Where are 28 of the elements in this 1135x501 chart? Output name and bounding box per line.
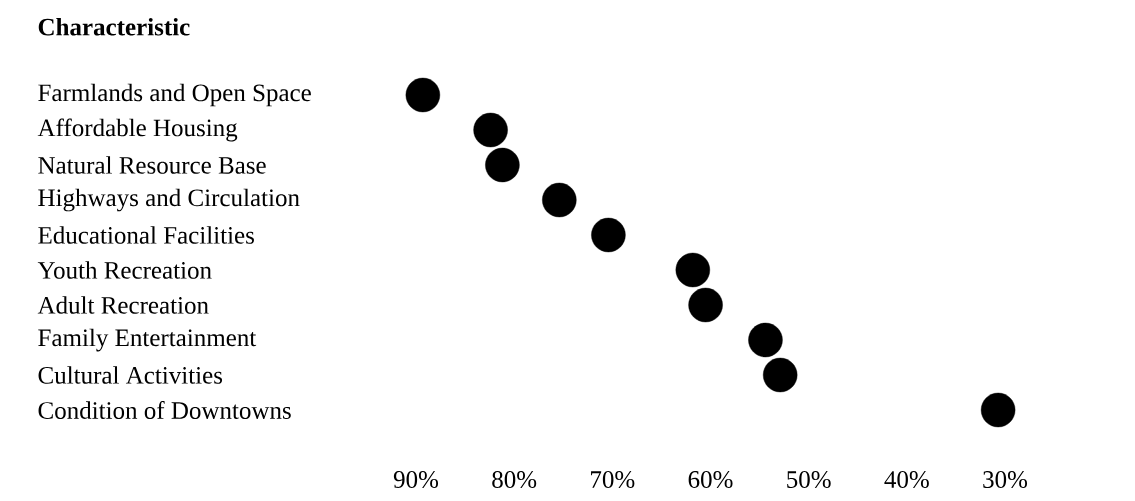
y-tick-label: Educational Facilities bbox=[38, 226, 254, 244]
y-tick-label: Youth Recreation bbox=[37, 261, 212, 279]
x-tick-label: 70% bbox=[591, 471, 635, 488]
y-tick-label: Natural Resource Base bbox=[38, 156, 266, 174]
point bbox=[748, 322, 783, 358]
y-tick-label: Adult Recreation bbox=[37, 296, 209, 314]
x-tick-label: 30% bbox=[983, 471, 1028, 488]
point bbox=[473, 112, 508, 148]
x-tick-label: 90% bbox=[393, 471, 439, 488]
point bbox=[591, 217, 626, 253]
point bbox=[405, 77, 441, 113]
point bbox=[542, 182, 577, 218]
x-tick-label: 80% bbox=[492, 471, 537, 488]
x-tick-label: 40% bbox=[884, 471, 929, 488]
y-tick-label: Cultural Activities bbox=[38, 366, 223, 384]
y-tick-label: Affordable Housing bbox=[37, 118, 238, 142]
y-tick-label: Farmlands and Open Space bbox=[38, 83, 311, 107]
x-tick-label: 50% bbox=[787, 471, 831, 488]
y-tick-label: Condition of Downtowns bbox=[38, 401, 291, 419]
point bbox=[980, 392, 1016, 428]
point bbox=[688, 287, 723, 323]
point bbox=[485, 147, 520, 183]
y-tick-label: Family Entertainment bbox=[38, 328, 257, 352]
x-tick-label: 60% bbox=[688, 471, 733, 488]
y-tick-label: Highways and Circulation bbox=[38, 188, 300, 212]
point bbox=[762, 357, 798, 393]
y-axis-title: Characteristic bbox=[38, 17, 190, 36]
point bbox=[675, 252, 711, 288]
